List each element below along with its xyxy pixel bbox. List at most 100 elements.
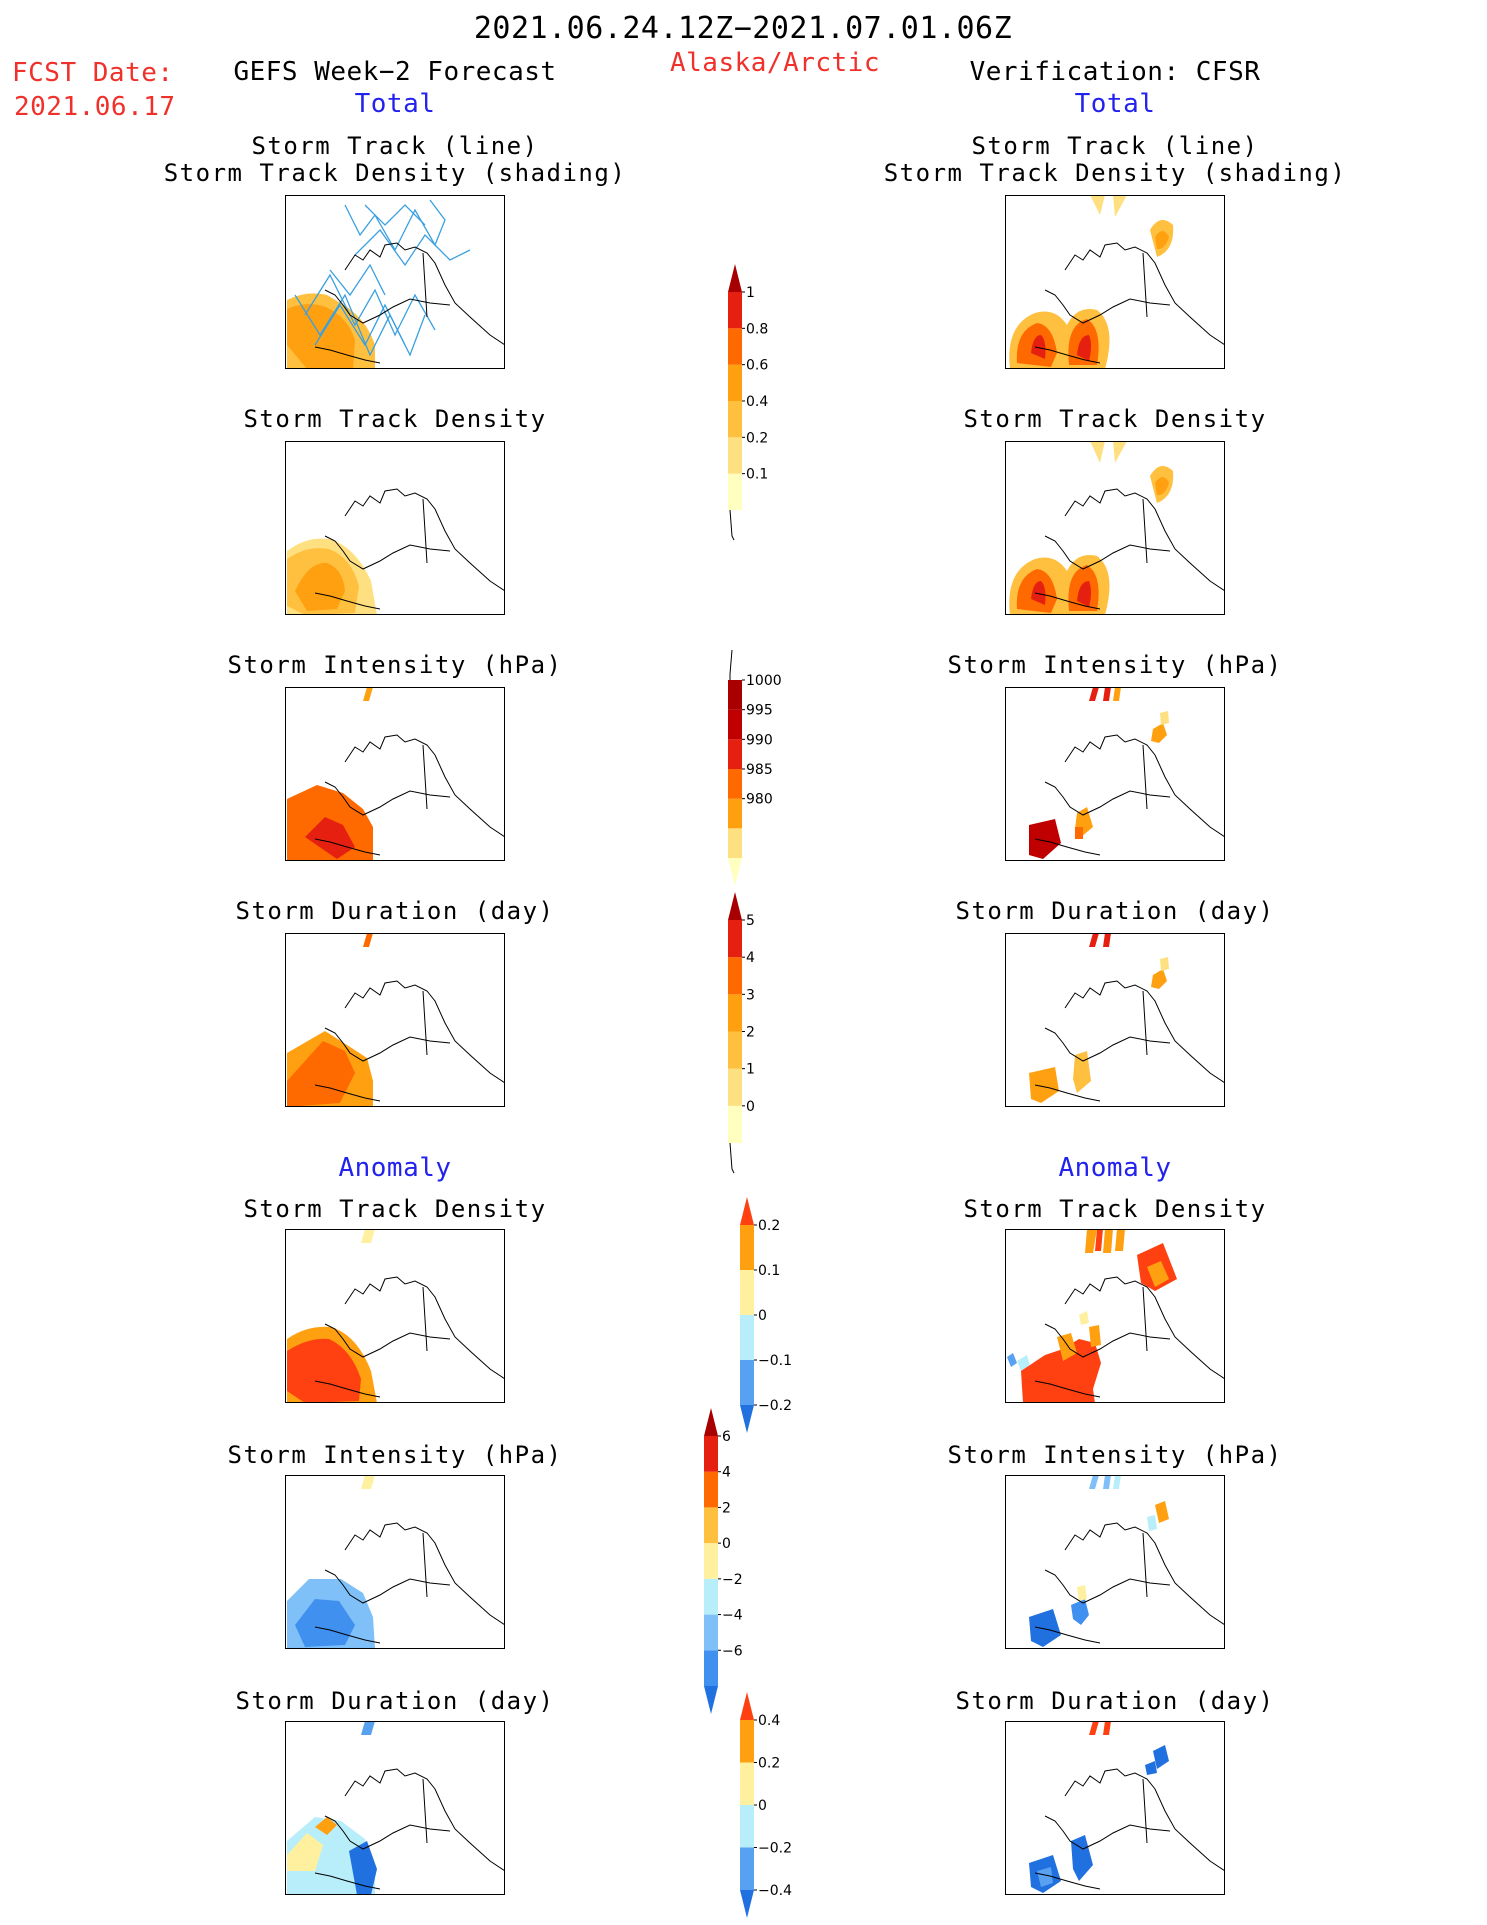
colorbar-segment (728, 994, 742, 1032)
panel-title-track-line-left: Storm Track (line) (251, 132, 539, 160)
colorbar-tick-label: 2 (722, 1500, 731, 1516)
coastline (314, 1768, 505, 1890)
colorbar-tick-label: 0 (758, 1798, 767, 1814)
colorbar-tick-label: −2 (722, 1572, 743, 1588)
colorbar-segment (728, 920, 742, 958)
colorbar-segment (728, 292, 742, 329)
colorbar-segment (728, 680, 742, 710)
intensity-shading (1075, 827, 1083, 839)
colorbar-duration-anomaly: 0.4 0.2 0 −0.2 −0.4 (740, 1692, 792, 1918)
map-track-verification (1005, 195, 1225, 369)
anomaly-shading (1071, 1835, 1093, 1881)
anomaly-shading (361, 1721, 375, 1735)
fcst-date-label: FCST Date: (12, 58, 174, 88)
colorbar-tick-label: 0.2 (758, 1756, 780, 1772)
anomaly-shading (1145, 1761, 1157, 1775)
colorbar-segment (704, 1436, 718, 1472)
colorbar-segment (728, 1031, 742, 1069)
intensity-shading (1089, 687, 1111, 701)
colorbar-tick-label: 0.6 (746, 358, 768, 374)
duration-shading (1089, 933, 1111, 947)
intensity-shading (1160, 711, 1169, 725)
colorbar-tick-label: 4 (722, 1465, 731, 1481)
colorbar-segment (728, 1068, 742, 1106)
coastline (314, 242, 505, 364)
panel-title-track-shading-left: Storm Track Density (shading) (163, 159, 627, 187)
colorbar-tick-label: −0.2 (758, 1841, 792, 1857)
colorbar-tick-label: 5 (746, 913, 755, 929)
map-duration-verification (1005, 933, 1225, 1107)
colorbar-density-total: 1 0.8 0.6 0.4 0.2 0.1 (728, 264, 768, 541)
colorbar-tick-label: −0.2 (758, 1398, 792, 1414)
fcst-date-value: 2021.06.17 (14, 92, 176, 122)
colorbar-arrow (704, 1408, 718, 1436)
anomaly-shading (315, 1817, 337, 1835)
colorbar-tail (729, 509, 735, 541)
anomaly-shading (1037, 1867, 1053, 1887)
anomaly-shading (1057, 1325, 1101, 1361)
anomaly-shading (1007, 1353, 1017, 1367)
colorbar-tick-label: −0.4 (758, 1883, 792, 1899)
anomaly-shading (1153, 1745, 1169, 1769)
duration-shading (363, 933, 373, 947)
anomaly-shading (1089, 1475, 1111, 1489)
colorbar-arrow (740, 1890, 754, 1918)
colorbar-segment (740, 1270, 754, 1315)
colorbar-tick-label: 1000 (746, 673, 782, 689)
colorbar-segment (728, 328, 742, 365)
panel-title-duration-left: Storm Duration (day) (235, 897, 555, 925)
anomaly-shading (1071, 1599, 1089, 1625)
map-density-forecast (285, 441, 505, 615)
colorbar-segment (728, 1105, 742, 1143)
map-duration-forecast (285, 933, 505, 1107)
coastline (314, 734, 505, 856)
valid-period-title: 2021.06.24.12Z−2021.07.01.06Z (473, 11, 1013, 46)
map-density-anom-forecast (285, 1229, 505, 1403)
coastline (1034, 242, 1225, 364)
colorbar-tick-label: 2 (746, 1025, 755, 1041)
storm-track-lines (294, 199, 471, 357)
map-intensity-anom-forecast (285, 1475, 505, 1649)
colorbar-tick-label: 990 (746, 732, 773, 748)
duration-shading (1151, 969, 1167, 989)
coastline (1034, 980, 1225, 1102)
colorbar-tick-label: 1 (746, 1062, 755, 1078)
density-shading (1031, 335, 1091, 361)
coastline (1034, 488, 1225, 610)
colorbar-segment (728, 437, 742, 474)
colorbar-segment (728, 709, 742, 740)
density-shading (1155, 231, 1169, 250)
colorbar-segment (704, 1543, 718, 1579)
colorbar-arrow (740, 1197, 754, 1225)
colorbar-segment (740, 1225, 754, 1270)
colorbar-tick-label: 0 (758, 1308, 767, 1324)
colorbar-segment (704, 1471, 718, 1508)
colorbar-segment (728, 739, 742, 769)
anomaly-shading (1147, 1515, 1157, 1531)
panel-title-track-shading-right: Storm Track Density (shading) (883, 159, 1347, 187)
colorbar-tick-label: 3 (746, 987, 755, 1003)
colorbar-arrow (740, 1405, 754, 1433)
anomaly-shading (1089, 1721, 1111, 1735)
anomaly-shading (287, 1833, 323, 1871)
panel-title-duration-anom-right: Storm Duration (day) (955, 1687, 1275, 1715)
coastline (1034, 1522, 1225, 1644)
colorbar-segment (740, 1315, 754, 1360)
colorbar-tick-label: −4 (722, 1608, 743, 1624)
colorbar-arrow (704, 1686, 718, 1714)
colorbar-arrow (728, 858, 742, 886)
colorbar-tick-label: 1 (746, 285, 755, 301)
duration-shading (1029, 1067, 1059, 1103)
verification-column-title: Verification: CFSR (969, 57, 1261, 87)
map-duration-anom-forecast (285, 1721, 505, 1895)
coastline (314, 488, 505, 610)
duration-shading (1160, 957, 1169, 971)
colorbar-tick-label: 0.8 (746, 321, 768, 337)
colorbar-segment (728, 957, 742, 995)
colorbar-segment (704, 1507, 718, 1544)
colorbar-tick-label: 0 (746, 1099, 755, 1115)
colorbar-segment (704, 1578, 718, 1615)
intensity-shading (1029, 819, 1061, 859)
colorbar-tail (729, 1142, 735, 1174)
panel-title-intensity-right: Storm Intensity (hPa) (947, 651, 1283, 679)
